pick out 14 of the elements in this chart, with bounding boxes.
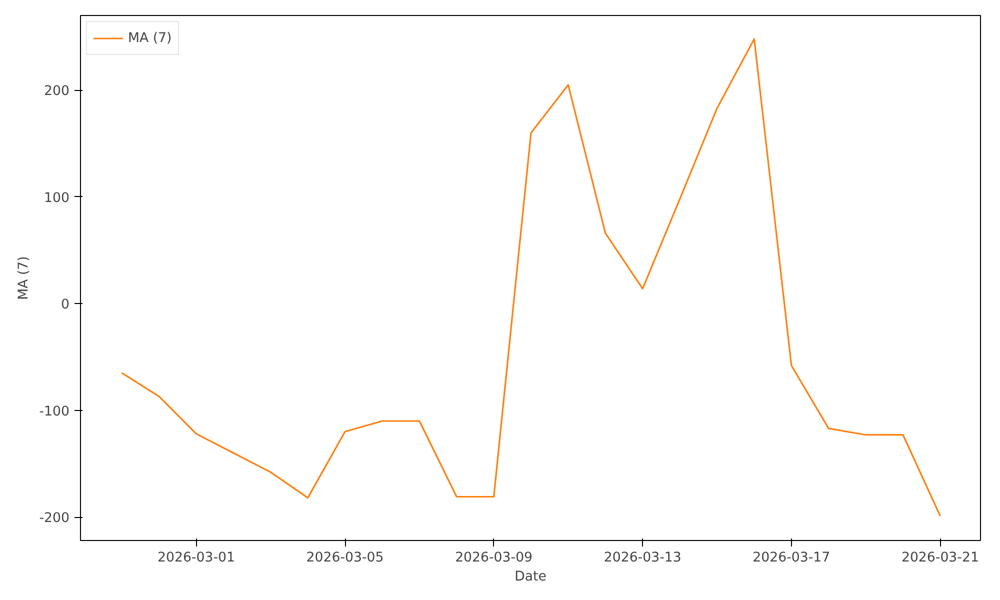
y-tick-label: 200 xyxy=(44,84,70,100)
x-tick-label: 2026-03-13 xyxy=(604,550,682,566)
x-tick-label: 2026-03-05 xyxy=(306,550,384,566)
y-tick-label: 100 xyxy=(44,190,70,206)
y-axis-title: MA (7) xyxy=(16,256,32,300)
x-axis-title: Date xyxy=(514,570,546,584)
x-tick-label: 2026-03-01 xyxy=(158,550,235,566)
x-tick-label: 2026-03-09 xyxy=(455,550,533,566)
y-tick-label: -100 xyxy=(39,404,70,420)
y-tick-label: -200 xyxy=(39,511,70,526)
legend-label: MA (7) xyxy=(128,30,172,46)
x-tick-label: 2026-03-17 xyxy=(752,550,830,566)
x-tick-label: 2026-03-21 xyxy=(901,550,979,566)
y-tick-label: 0 xyxy=(61,298,70,313)
